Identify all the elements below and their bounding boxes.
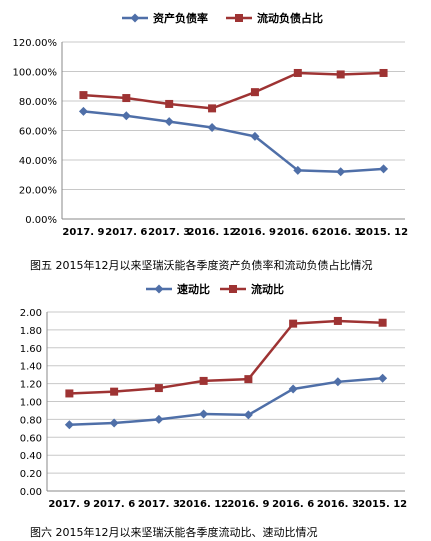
data-point xyxy=(154,384,163,393)
legend-marker xyxy=(235,14,243,22)
data-point xyxy=(378,318,387,327)
data-point xyxy=(165,99,174,108)
legend-item: 流动比 xyxy=(220,282,284,296)
y-tick-label: 40.00% xyxy=(19,156,57,167)
legend-label: 速动比 xyxy=(177,282,210,296)
y-tick-label: 0.80 xyxy=(20,415,42,426)
x-tick-label: 2016. 6 xyxy=(272,499,314,510)
legend-label: 流动负债占比 xyxy=(257,11,323,25)
legend-marker xyxy=(130,13,140,23)
data-point xyxy=(378,373,388,383)
x-tick-label: 2017. 6 xyxy=(93,499,135,510)
data-point xyxy=(333,316,342,325)
series-line xyxy=(83,71,384,110)
legend-marker xyxy=(229,285,237,293)
data-point xyxy=(250,88,259,97)
data-point xyxy=(379,164,389,174)
y-tick-label: 100.00% xyxy=(13,68,58,79)
x-tick-label: 2015. 12 xyxy=(358,499,407,510)
data-point xyxy=(336,70,345,79)
x-tick-label: 2017. 6 xyxy=(105,227,147,238)
data-point xyxy=(208,104,217,113)
y-tick-label: 1.80 xyxy=(20,326,42,337)
x-tick-label: 2016. 6 xyxy=(277,227,319,238)
x-tick-label: 2016. 9 xyxy=(227,499,269,510)
y-tick-label: 1.60 xyxy=(20,344,42,355)
x-tick-label: 2015. 12 xyxy=(359,227,408,238)
y-tick-label: 0.00% xyxy=(25,215,57,226)
chart-debt-ratio: 0.00% 20.00% 40.00% 60.00% 80.00% 100.00% 120.… xyxy=(13,11,409,238)
data-point xyxy=(109,418,119,428)
y-tick-label: 0.00 xyxy=(20,487,42,498)
chart-liquidity-ratio: 0.00 0.20 0.40 0.60 0.80 1.00 1.20 1.40 1.60 1.80… xyxy=(20,282,407,510)
y-tick-label: 0.40 xyxy=(20,451,42,462)
y-tick-label: 1.40 xyxy=(20,362,42,373)
data-point xyxy=(293,165,303,175)
y-tick-label: 0.20 xyxy=(20,469,42,480)
data-point xyxy=(199,409,209,419)
series-line xyxy=(69,319,383,395)
data-point xyxy=(250,131,260,141)
legend-label: 资产负债率 xyxy=(153,11,208,25)
data-point xyxy=(78,106,88,116)
y-tick-label: 60.00% xyxy=(19,127,57,138)
data-point xyxy=(164,117,174,127)
y-tick-label: 1.00 xyxy=(20,398,42,409)
y-tick-label: 20.00% xyxy=(19,186,57,197)
series-line xyxy=(83,110,384,174)
data-point xyxy=(336,167,346,177)
legend-marker xyxy=(154,284,164,294)
legend-item: 资产负债率 xyxy=(122,11,208,25)
data-point xyxy=(154,414,164,424)
series-line xyxy=(69,376,383,427)
x-tick-label: 2016. 3 xyxy=(317,499,359,510)
legend-item: 流动负债占比 xyxy=(226,11,323,25)
data-point xyxy=(244,375,253,384)
y-tick-label: 80.00% xyxy=(19,97,57,108)
x-tick-label: 2016. 3 xyxy=(320,227,362,238)
data-point xyxy=(110,387,119,396)
caption-chart-liquidity-ratio: 图六 2015年12月以来坚瑞沃能各季度流动比、速动比情况 xyxy=(30,526,318,539)
x-tick-label: 2017. 9 xyxy=(62,227,104,238)
data-point xyxy=(293,68,302,77)
data-point xyxy=(288,384,298,394)
x-tick-label: 2017. 9 xyxy=(48,499,90,510)
y-tick-label: 0.60 xyxy=(20,433,42,444)
data-point xyxy=(121,111,131,121)
x-tick-label: 2017. 3 xyxy=(138,499,180,510)
data-point xyxy=(207,123,217,133)
x-tick-label: 2016. 12 xyxy=(179,499,228,510)
x-tick-label: 2016. 12 xyxy=(188,227,237,238)
data-point xyxy=(289,319,298,328)
data-point xyxy=(122,94,131,103)
y-tick-label: 120.00% xyxy=(13,38,58,49)
y-tick-label: 1.20 xyxy=(20,380,42,391)
x-tick-label: 2016. 9 xyxy=(234,227,276,238)
data-point xyxy=(199,376,208,385)
caption-chart-debt-ratio: 图五 2015年12月以来坚瑞沃能各季度资产负债率和流动负债占比情况 xyxy=(30,259,373,272)
data-point xyxy=(243,410,253,420)
legend-label: 流动比 xyxy=(251,282,284,296)
legend-item: 速动比 xyxy=(146,282,210,296)
y-tick-label: 2.00 xyxy=(20,308,42,319)
data-point xyxy=(79,91,88,100)
data-point xyxy=(333,377,343,387)
data-point xyxy=(64,420,74,430)
data-point xyxy=(65,389,74,398)
x-tick-label: 2017. 3 xyxy=(148,227,190,238)
data-point xyxy=(379,68,388,77)
